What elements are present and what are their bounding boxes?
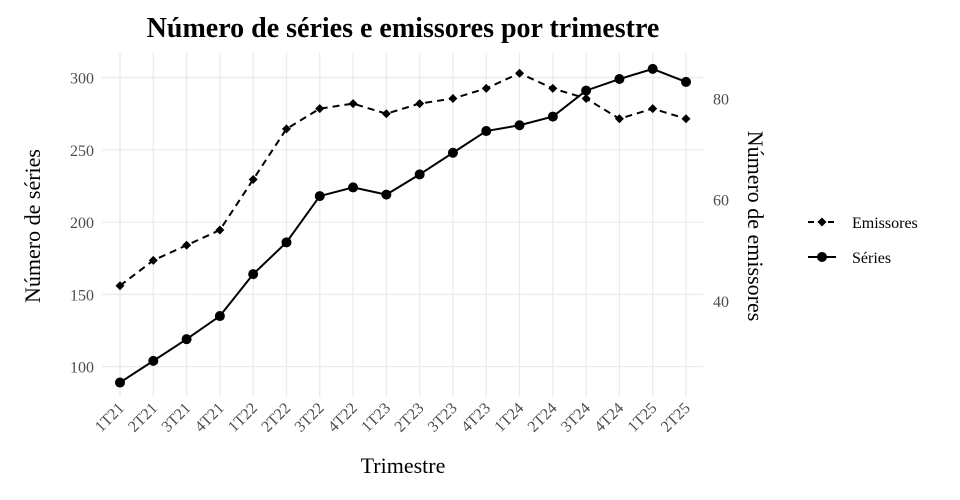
series-line-emissores	[119, 72, 687, 287]
series-point	[614, 114, 624, 124]
x-axis: 1T212T213T214T211T222T223T224T221T232T23…	[92, 400, 694, 436]
series-point	[315, 104, 325, 114]
series-point	[248, 174, 258, 184]
series-point	[214, 311, 225, 322]
series-point	[348, 99, 358, 109]
y2-tick-label: 80	[713, 92, 729, 109]
legend-label: Séries	[852, 250, 891, 267]
series-point	[281, 237, 292, 248]
y-axis-right-title: Número de emissores	[743, 131, 768, 322]
legend-marker	[817, 217, 827, 227]
x-tick-label: 4T23	[458, 400, 494, 436]
x-tick-label: 1T22	[225, 400, 261, 436]
series-point	[415, 99, 425, 109]
y-tick-label: 150	[70, 287, 94, 304]
series-point	[448, 94, 458, 104]
legend-item: Emissores	[808, 215, 918, 232]
x-tick-label: 2T24	[525, 400, 561, 436]
series-point	[681, 114, 691, 124]
series-point	[115, 377, 125, 388]
series-point	[248, 269, 259, 280]
chart-title: Número de séries e emissores por trimest…	[147, 13, 660, 44]
series-line-séries	[119, 67, 687, 384]
series-point	[481, 126, 492, 137]
x-tick-label: 3T21	[159, 400, 195, 436]
x-tick-label: 3T24	[558, 400, 594, 436]
x-tick-label: 4T24	[591, 400, 627, 436]
series-point	[181, 334, 192, 345]
series-layer	[115, 63, 691, 388]
series-point	[314, 191, 325, 202]
series-point	[481, 83, 491, 93]
series-point	[148, 255, 158, 265]
legend-label: Emissores	[852, 215, 918, 232]
x-tick-label: 2T23	[392, 400, 428, 436]
legend-item: Séries	[808, 250, 891, 267]
y2-tick-label: 60	[713, 193, 729, 210]
series-point	[681, 76, 691, 87]
series-point	[115, 281, 125, 291]
series-point	[215, 225, 225, 235]
y-axis-left: 100 150 200 250 300	[70, 71, 94, 377]
y-tick-label: 100	[70, 360, 94, 377]
x-tick-label: 2T22	[258, 400, 294, 436]
x-tick-label: 2T25	[658, 400, 694, 436]
x-tick-label: 2T21	[125, 400, 161, 436]
x-tick-label: 1T25	[625, 400, 661, 436]
series-point	[281, 124, 291, 134]
series-point	[581, 94, 591, 104]
series-point	[548, 83, 558, 93]
x-tick-label: 4T21	[192, 400, 228, 436]
series-point	[547, 111, 558, 122]
grid	[102, 53, 703, 397]
y-axis-left-title: Número de séries	[20, 149, 45, 303]
y-tick-label: 250	[70, 143, 94, 160]
series-point	[648, 104, 658, 114]
series-point	[348, 182, 359, 193]
x-tick-label: 3T23	[425, 400, 461, 436]
series-point	[614, 74, 625, 85]
series-point	[414, 169, 425, 180]
y-tick-label: 200	[70, 215, 94, 232]
legend-marker	[817, 252, 827, 262]
series-point	[647, 63, 658, 74]
legend: Emissores Séries	[808, 215, 918, 267]
series-point	[381, 189, 392, 200]
x-tick-label: 3T22	[292, 400, 328, 436]
series-point	[514, 120, 525, 131]
x-tick-label: 1T21	[92, 400, 128, 436]
series-point	[148, 355, 159, 366]
series-point	[581, 85, 592, 96]
series-point	[447, 147, 458, 158]
x-tick-label: 1T23	[358, 400, 394, 436]
y-axis-right: 40 60 80	[713, 92, 729, 311]
x-tick-label: 1T24	[491, 400, 527, 436]
y-tick-label: 300	[70, 71, 94, 88]
x-axis-title: Trimestre	[361, 453, 446, 478]
series-point	[381, 109, 391, 119]
series-point	[515, 68, 525, 78]
x-tick-label: 4T22	[325, 400, 361, 436]
series-point	[182, 240, 192, 250]
y2-tick-label: 40	[713, 294, 729, 311]
